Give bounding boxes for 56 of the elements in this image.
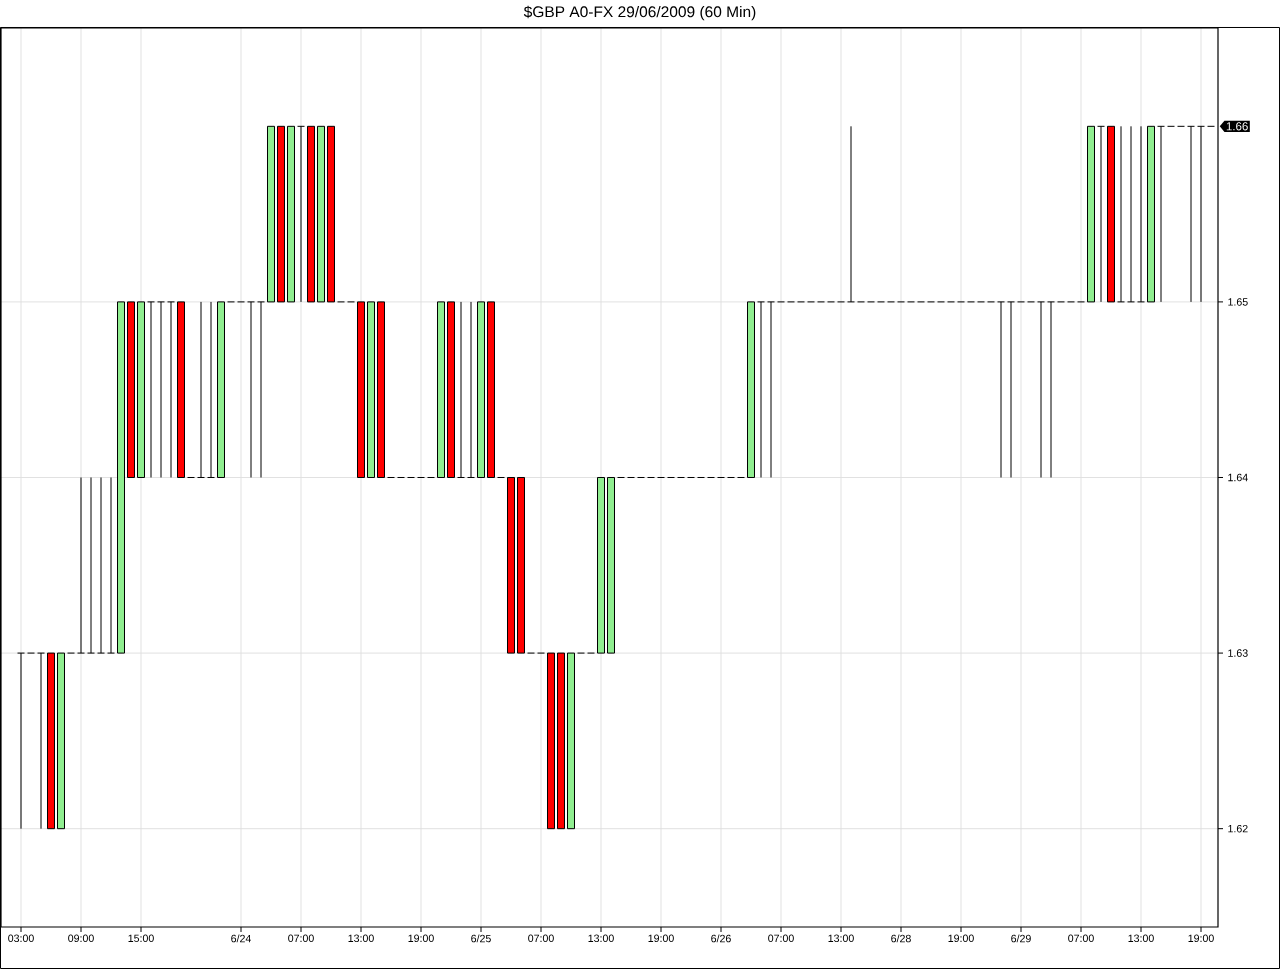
x-tick-label: 09:00 xyxy=(68,934,94,943)
x-tick-label: 19:00 xyxy=(1188,934,1214,943)
candlestick xyxy=(997,301,1005,478)
x-tick-label: 07:00 xyxy=(288,934,314,943)
x-tick-label: 07:00 xyxy=(1068,934,1094,943)
x-tick-label: 13:00 xyxy=(588,934,614,943)
y-tick-label: 1.65 xyxy=(1228,298,1248,306)
x-tick-label: 19:00 xyxy=(948,934,974,943)
candlestick xyxy=(197,301,205,478)
x-tick-label: 13:00 xyxy=(828,934,854,943)
x-tick-label: 19:00 xyxy=(648,934,674,943)
candlestick xyxy=(207,301,215,478)
candlestick xyxy=(107,476,115,654)
candlestick xyxy=(757,301,765,478)
candlestick xyxy=(77,476,85,654)
candlestick xyxy=(1097,125,1105,303)
candlestick xyxy=(1137,125,1145,303)
x-tick-label: 6/28 xyxy=(891,934,911,943)
candlestick xyxy=(1047,301,1055,478)
candlestick xyxy=(1187,125,1195,303)
candlestick xyxy=(847,125,855,303)
x-tick-label: 6/24 xyxy=(231,934,251,943)
candlestick xyxy=(247,301,255,478)
x-tick-label: 03:00 xyxy=(8,934,34,943)
x-tick-label: 19:00 xyxy=(408,934,434,943)
candlestick xyxy=(1127,125,1135,303)
candlestick xyxy=(1117,125,1125,303)
candlestick xyxy=(297,125,305,303)
x-tick-label: 15:00 xyxy=(128,934,154,943)
candlestick xyxy=(1197,125,1205,303)
x-tick-label: 07:00 xyxy=(768,934,794,943)
x-tick-label: 6/25 xyxy=(471,934,491,943)
y-tick-label: 1.64 xyxy=(1228,473,1248,482)
x-tick-label: 6/26 xyxy=(711,934,731,943)
candlestick xyxy=(37,652,45,830)
candlestick xyxy=(87,476,95,654)
candlestick xyxy=(767,301,775,478)
x-tick-label: 6/29 xyxy=(1011,934,1031,943)
chart-title: $GBP A0-FX 29/06/2009 (60 Min) xyxy=(523,5,756,21)
x-tick-label: 07:00 xyxy=(528,934,554,943)
y-tick-label: 1.62 xyxy=(1228,824,1248,833)
candlestick xyxy=(17,652,25,830)
candlestick xyxy=(157,301,165,478)
candlestick xyxy=(1037,301,1045,478)
x-tick-label: 13:00 xyxy=(348,934,374,943)
x-tick-label: 13:00 xyxy=(1128,934,1154,943)
candlestick xyxy=(1157,125,1165,303)
candlestick xyxy=(467,301,475,478)
candlestick xyxy=(1007,301,1015,478)
candlestick xyxy=(457,301,465,478)
text: 1.66 xyxy=(1226,122,1248,131)
candlestick xyxy=(97,476,105,654)
candlestick xyxy=(167,301,175,478)
y-tick-label: 1.63 xyxy=(1228,649,1248,657)
candlestick xyxy=(147,301,155,478)
candlestick xyxy=(257,301,265,478)
